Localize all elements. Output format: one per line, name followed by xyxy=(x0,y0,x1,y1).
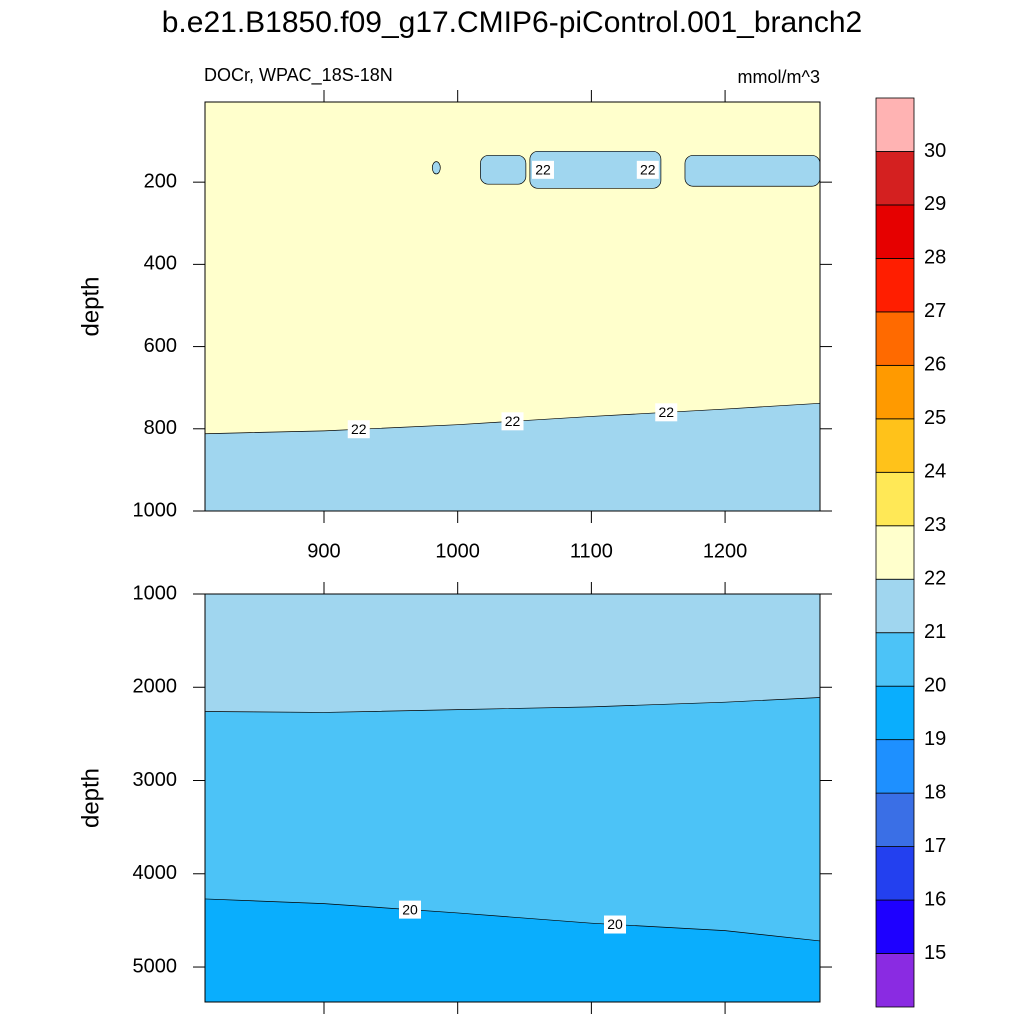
patch xyxy=(480,155,527,185)
contour-label-bg xyxy=(399,900,421,919)
contour-label: 20 xyxy=(607,916,623,932)
colorbar-box xyxy=(875,632,915,687)
region-fill xyxy=(205,898,820,1002)
y-tick-label: 1000 xyxy=(133,582,178,604)
contour-label-bg xyxy=(501,412,524,431)
y-tick-label: 5000 xyxy=(133,955,178,977)
contour-label: 22 xyxy=(658,404,674,420)
colorbar-label: 22 xyxy=(924,568,946,590)
x-tick-label: 900 xyxy=(307,540,340,562)
colorbar-label: 17 xyxy=(924,835,946,857)
plot-frame xyxy=(204,101,821,512)
y-axis-label: depth xyxy=(77,768,104,828)
y-axis-label: depth xyxy=(77,276,104,336)
colorbar-label: 16 xyxy=(924,888,946,910)
colorbar-label: 18 xyxy=(924,781,946,803)
contour-label: 22 xyxy=(351,421,367,437)
colorbar-box xyxy=(875,97,915,152)
colorbar-box xyxy=(875,204,915,259)
colorbar-label: 25 xyxy=(924,407,946,429)
y-tick-label: 600 xyxy=(144,335,177,357)
patch xyxy=(684,155,820,187)
contour-label: 22 xyxy=(535,162,551,178)
contour-label-bg xyxy=(655,403,678,422)
contour-line xyxy=(205,697,820,713)
colorbar-box xyxy=(875,953,915,1008)
y-tick-label: 2000 xyxy=(133,676,178,698)
y-tick-label: 3000 xyxy=(133,769,178,791)
patch xyxy=(431,161,441,175)
colorbar-label: 21 xyxy=(924,621,946,643)
colorbar-box xyxy=(875,739,915,794)
x-tick-label: 1100 xyxy=(570,540,613,562)
contour-label: 20 xyxy=(402,901,418,917)
contour-label-bg xyxy=(636,160,659,179)
plot-area xyxy=(205,594,820,1002)
patch xyxy=(529,150,662,189)
colorbar-label: 26 xyxy=(924,354,946,376)
y-tick-label: 1000 xyxy=(133,499,178,521)
contour-label-bg xyxy=(531,160,554,179)
colorbar-label: 15 xyxy=(924,942,946,964)
colorbar-box xyxy=(875,525,915,580)
contour-line xyxy=(205,402,820,435)
contour-label-bg xyxy=(604,915,626,934)
subtitle-right: mmol/m^3 xyxy=(738,67,820,87)
colorbar-box xyxy=(875,258,915,313)
colorbar-label: 24 xyxy=(924,461,946,483)
y-tick-label: 200 xyxy=(144,170,177,192)
subtitle-left: DOCr, WPAC_18S-18N xyxy=(204,65,393,86)
colorbar-label: 23 xyxy=(924,514,946,536)
colorbar-box xyxy=(875,685,915,741)
contour-label-bg xyxy=(347,420,370,439)
colorbar-label: 27 xyxy=(924,300,946,322)
plot-frame xyxy=(204,593,821,1003)
colorbar-box xyxy=(875,899,915,954)
colorbar-box xyxy=(875,471,915,527)
colorbar-box xyxy=(875,418,915,473)
colorbar-box xyxy=(875,792,915,847)
colorbar-box xyxy=(875,311,915,366)
x-tick-label: 1000 xyxy=(435,540,480,562)
contour-label: 22 xyxy=(505,413,521,429)
colorbar-label: 19 xyxy=(924,728,946,750)
y-tick-label: 4000 xyxy=(133,862,178,884)
colorbar-label: 28 xyxy=(924,247,946,269)
colorbar-label: 29 xyxy=(924,193,946,215)
x-tick-label: 1200 xyxy=(703,540,748,562)
colorbar-box xyxy=(875,846,915,901)
colorbar-box xyxy=(875,364,915,420)
colorbar-label: 30 xyxy=(924,140,946,162)
colorbar-label: 20 xyxy=(924,674,946,696)
chart-title: b.e21.B1850.f09_g17.CMIP6-piControl.001_… xyxy=(162,6,863,39)
contour-line xyxy=(205,898,820,942)
y-tick-label: 800 xyxy=(144,417,177,439)
contour-label: 22 xyxy=(640,162,656,178)
colorbar-box xyxy=(875,578,915,634)
plot-area xyxy=(205,102,820,511)
y-tick-label: 400 xyxy=(144,253,177,275)
colorbar-box xyxy=(875,151,915,206)
